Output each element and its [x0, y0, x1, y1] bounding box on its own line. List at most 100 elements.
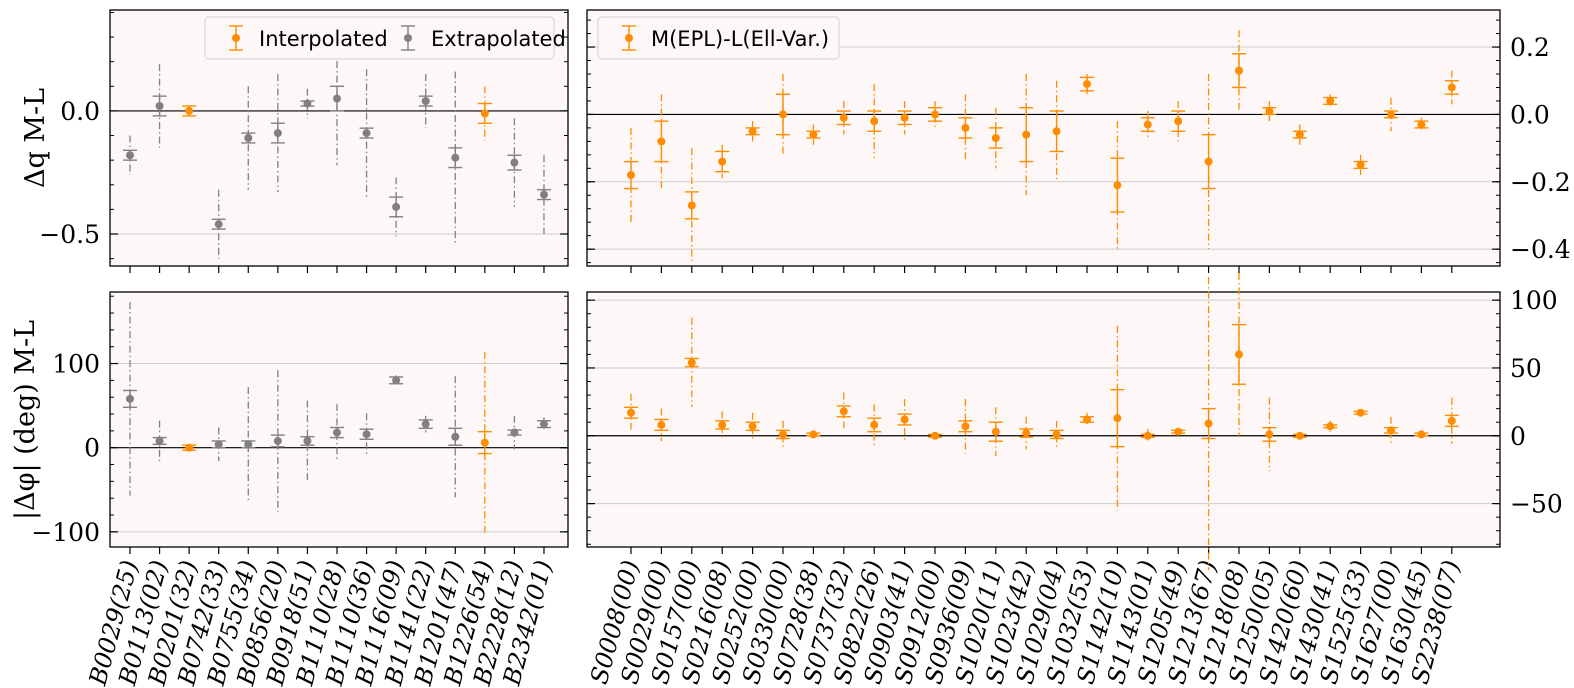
data-point [961, 422, 970, 431]
data-point [126, 394, 134, 403]
data-point [718, 420, 727, 429]
data-point [1326, 96, 1335, 105]
y-tick-label: 0 [84, 434, 100, 463]
data-point [809, 430, 818, 439]
y-tick-label: −0.5 [39, 220, 100, 249]
legend-top-right: M(EPL)-L(Ell-Var.) [597, 16, 840, 60]
y-tick-label: −0.4 [1510, 235, 1571, 264]
data-point [657, 420, 666, 429]
y-tick-label: 0.2 [1510, 33, 1550, 62]
data-point [748, 127, 757, 136]
data-point [273, 436, 282, 445]
legend-label-mepl: M(EPL)-L(Ell-Var.) [651, 27, 829, 51]
data-point [1295, 431, 1304, 440]
panel-background [587, 292, 1500, 547]
data-point [1174, 117, 1183, 126]
data-point [687, 201, 696, 210]
legend-top-left: Interpolated Extrapolated [204, 16, 566, 60]
panel-bottom-left: −1000100B0029(25)B0113(02)B0201(32)B0742… [31, 291, 569, 688]
panel-bottom-right: −50050100S0008(00)S0029(00)S0157(00)S021… [585, 273, 1563, 687]
data-point [421, 420, 430, 429]
y-tick-label: 100 [52, 350, 100, 379]
data-point [779, 430, 787, 439]
data-point [362, 129, 371, 138]
data-point [480, 438, 489, 447]
data-point [870, 420, 879, 429]
data-point [539, 420, 548, 429]
data-point [839, 407, 848, 416]
y-tick-label: 0 [1510, 422, 1526, 451]
data-point [1022, 429, 1031, 438]
data-point [185, 106, 194, 115]
data-point [1174, 427, 1183, 436]
data-point [1265, 430, 1274, 439]
data-point [779, 110, 787, 119]
data-point [303, 99, 312, 108]
data-point [1387, 110, 1395, 119]
data-point [185, 443, 194, 452]
y-tick-label: −50 [1510, 490, 1563, 519]
y-tick-label: 0.0 [1510, 100, 1550, 129]
data-point [362, 430, 371, 439]
data-point [244, 134, 253, 142]
data-point [126, 151, 134, 160]
data-point [332, 428, 341, 437]
data-point [510, 158, 519, 167]
data-point [1235, 350, 1243, 359]
data-point [931, 110, 939, 119]
data-point [1417, 430, 1426, 439]
data-point [1356, 160, 1365, 169]
legend-label-interpolated: Interpolated [259, 27, 388, 51]
data-point [1052, 430, 1061, 439]
data-point [1143, 431, 1152, 440]
data-point [991, 134, 1000, 142]
data-point [244, 440, 253, 449]
data-point [1204, 157, 1213, 166]
panel-frame [586, 291, 1501, 548]
y-tick-label: 100 [1510, 286, 1558, 315]
data-point [480, 109, 489, 118]
panel-frame [109, 291, 569, 548]
legend-marker-extrapolated [401, 25, 415, 51]
data-point [1235, 66, 1243, 75]
data-point [1083, 415, 1091, 424]
y-label-top: Δq M-L [20, 88, 51, 188]
y-tick-label: −100 [31, 518, 100, 547]
data-point [332, 94, 341, 103]
data-point [1417, 120, 1426, 129]
panel-frame [586, 9, 1501, 267]
data-point [392, 202, 401, 211]
data-point [870, 117, 879, 126]
data-point [809, 130, 818, 139]
data-point [1447, 83, 1456, 92]
data-point [421, 97, 430, 106]
data-point [748, 422, 757, 431]
data-point [627, 171, 635, 180]
data-point [900, 113, 909, 122]
data-point [961, 123, 970, 132]
data-point [1022, 130, 1031, 139]
legend-label-extrapolated: Extrapolated [431, 27, 566, 51]
data-point [1356, 408, 1365, 417]
data-point [1265, 107, 1274, 116]
data-point [627, 408, 635, 417]
data-point [1326, 422, 1335, 431]
data-point [155, 436, 164, 445]
y-label-bottom: |Δφ| (deg) M-L [10, 320, 41, 520]
data-point [1143, 120, 1152, 129]
data-point [1387, 426, 1395, 435]
data-point [155, 102, 164, 110]
data-point [931, 431, 939, 440]
y-tick-label: −0.2 [1510, 168, 1571, 197]
data-point [214, 220, 223, 229]
y-tick-label: 50 [1510, 354, 1542, 383]
data-point [991, 427, 1000, 436]
data-point [1113, 414, 1122, 423]
data-point [392, 376, 401, 385]
data-point [1447, 416, 1456, 425]
legend-marker-mepl [622, 25, 636, 51]
data-point [1113, 181, 1122, 190]
data-point [451, 153, 460, 162]
data-point [687, 358, 696, 367]
